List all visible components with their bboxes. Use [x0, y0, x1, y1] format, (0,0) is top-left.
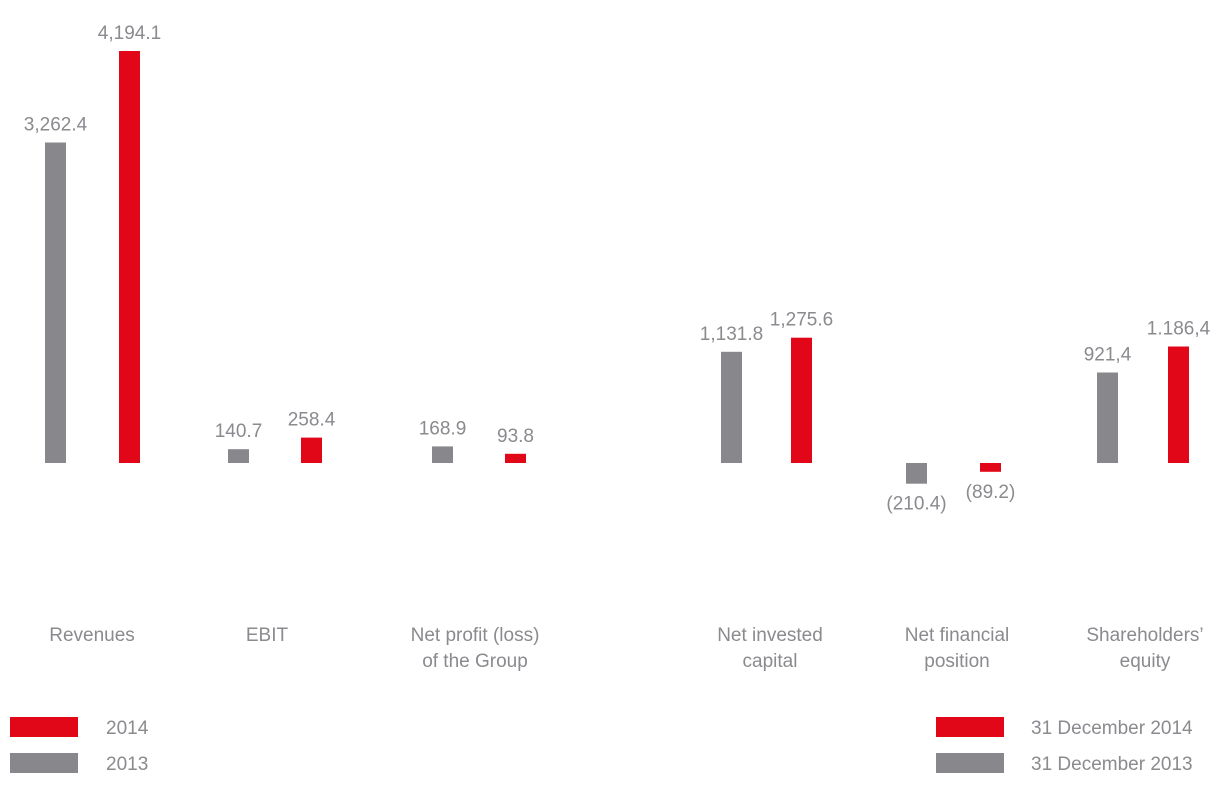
- legend-swatch: [10, 753, 78, 773]
- bar: [721, 351, 742, 463]
- data-label: 168.9: [419, 418, 467, 439]
- legend-swatch: [936, 717, 1004, 737]
- category-label: Shareholders’ equity: [1086, 625, 1203, 672]
- data-label: (210.4): [886, 494, 946, 515]
- bar: [906, 463, 927, 484]
- bar: [1168, 346, 1189, 463]
- bar: [1097, 372, 1118, 463]
- category-label: EBIT: [246, 625, 289, 646]
- category-label: Net financial position: [905, 625, 1010, 672]
- legend-swatch: [936, 753, 1004, 773]
- legend-swatch: [10, 717, 78, 737]
- bar: [791, 337, 812, 463]
- data-label: 3,262.4: [24, 115, 88, 136]
- data-label: 4,194.1: [98, 23, 161, 44]
- category-label: Net invested capital: [717, 625, 823, 672]
- legend-label: 31 December 2013: [1031, 754, 1193, 775]
- bar: [980, 463, 1001, 472]
- data-label: 93.8: [497, 426, 534, 447]
- bar: [228, 449, 249, 463]
- category-label: Net profit (loss) of the Group: [411, 625, 540, 672]
- data-label: 1.186,4: [1147, 319, 1211, 340]
- bar: [45, 142, 66, 463]
- bar: [432, 446, 453, 463]
- data-label: 1,275.6: [770, 310, 833, 331]
- category-label: Revenues: [49, 625, 135, 646]
- bar: [505, 453, 526, 463]
- bar: [119, 51, 140, 463]
- data-label: 921,4: [1084, 345, 1132, 366]
- bar: [301, 437, 322, 463]
- data-label: 258.4: [288, 410, 336, 431]
- legend-label: 31 December 2014: [1031, 718, 1193, 739]
- legend-label: 2014: [106, 718, 149, 739]
- data-label: 1,131.8: [700, 324, 763, 345]
- legend-label: 2013: [106, 754, 148, 775]
- data-label: 140.7: [215, 421, 263, 442]
- data-label: (89.2): [966, 482, 1016, 503]
